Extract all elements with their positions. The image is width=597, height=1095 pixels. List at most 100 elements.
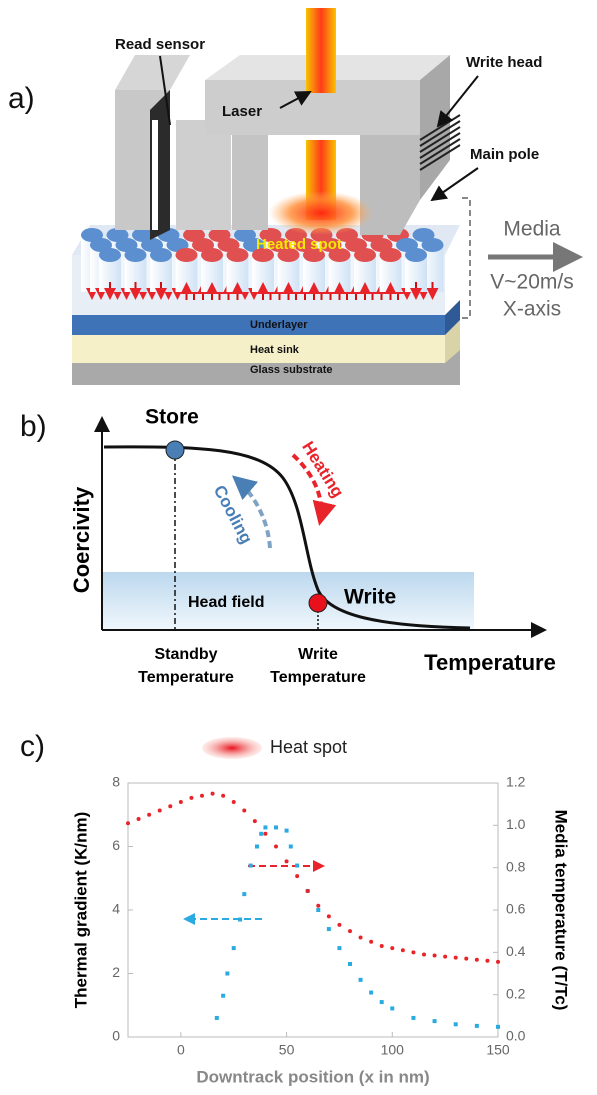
layer-label: Glass substrate [250,364,333,376]
point [390,1006,394,1010]
point [253,819,257,823]
head-side [420,55,450,200]
panel-a: a) Read sensor Write head Laser Main pol… [8,8,578,385]
point [464,957,468,961]
grain-top [380,248,402,262]
panel-c: c) Heat spot Thermal gradient (K/nm) Med… [20,730,571,1087]
point [137,817,141,821]
point [422,952,426,956]
layer-label: Underlayer [250,319,308,331]
label: Laser [222,103,262,120]
point [147,813,151,817]
x-tick-label: 0 [177,1042,185,1058]
point [242,892,246,896]
point [496,960,500,964]
laser-beam [306,8,336,93]
point [255,845,259,849]
y2-axis-title: Media temperature (T/Tc) [552,810,571,1011]
point [433,954,437,958]
point [390,946,394,950]
grain-top [125,248,147,262]
point [259,832,263,836]
label: X-axis [503,298,561,321]
grain-top [405,248,427,262]
point [411,950,415,954]
y-tick-label: 6 [112,837,120,853]
figure: a) Read sensor Write head Laser Main pol… [0,0,597,1095]
y-tick-label: 0 [112,1028,120,1044]
point [221,794,225,798]
point [221,994,225,998]
point [369,991,373,995]
point [285,829,289,833]
y2-tick-label: 1.0 [506,816,526,832]
point [189,796,193,800]
point [126,821,130,825]
point [475,1024,479,1028]
label: Store [145,406,199,429]
point [316,904,320,908]
point [433,1019,437,1023]
write-point [309,594,327,612]
grain-top [150,248,172,262]
point [274,845,278,849]
point [369,940,373,944]
head-field-band [102,572,474,630]
label: Head field [188,594,264,611]
sensor-stripe [152,120,158,230]
point [249,864,253,868]
point [158,809,162,813]
point [232,946,236,950]
point [327,914,331,918]
axis-title: Coercivity [69,486,94,593]
point [348,929,352,933]
point [225,972,229,976]
grain-top [227,248,249,262]
point [295,874,299,878]
point [454,1022,458,1026]
point [200,794,204,798]
point [359,978,363,982]
grain-top [422,238,444,252]
y2-tick-label: 1.2 [506,774,526,790]
plot-frame [128,783,498,1037]
y2-tick-label: 0.2 [506,985,526,1001]
point [443,955,447,959]
point [380,944,384,948]
label: Write head [466,54,542,71]
point [263,825,267,829]
point [359,936,363,940]
label: Heating [298,438,347,501]
x-tick-label: 100 [381,1042,405,1058]
layer-label: Heat sink [250,344,300,356]
point [475,958,479,962]
panel-letter: c) [20,730,45,763]
shield [176,120,231,230]
label: V~20m/s [490,271,573,294]
tick-label: Standby [154,646,217,663]
point [401,948,405,952]
label: Write [344,586,396,609]
x-axis-title: Downtrack position (x in nm) [196,1067,429,1086]
point [274,825,278,829]
grain-top [99,248,121,262]
point [238,918,242,922]
point [454,956,458,960]
x-tick-label: 150 [486,1042,510,1058]
point [168,804,172,808]
point [295,864,299,868]
panel-b: b) Store Heating Cooling Coercivity Head… [20,406,556,687]
point [211,792,215,796]
axis-title: Temperature [424,650,556,675]
tick-label: Temperature [138,669,234,686]
y-axis-title: Thermal gradient (K/nm) [71,812,90,1008]
x-tick-label: 50 [279,1042,295,1058]
y2-tick-label: 0.6 [506,901,526,917]
panel-letter: b) [20,410,47,443]
point [496,1025,500,1029]
y-tick-label: 4 [112,901,120,917]
tick-label: Write [298,646,338,663]
point [316,908,320,912]
point [232,800,236,804]
label: Heated spot [256,236,342,253]
